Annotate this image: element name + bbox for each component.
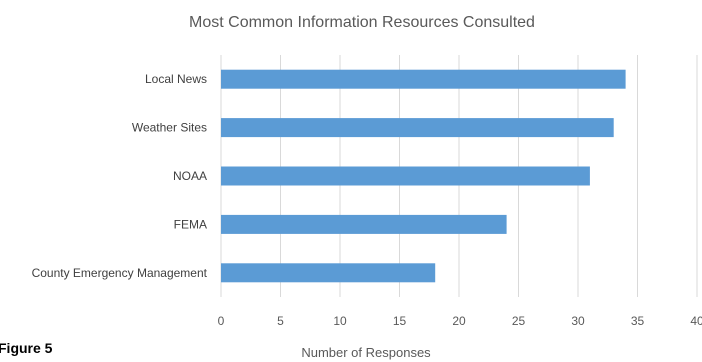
- chart-title: Most Common Information Resources Consul…: [189, 14, 535, 31]
- x-tick-label: 35: [631, 314, 645, 328]
- x-tick-labels: 0 5 10 15 20 25 30 35 40: [218, 314, 702, 328]
- x-tick-label: 30: [571, 314, 585, 328]
- x-tick-label: 25: [512, 314, 526, 328]
- bars: [221, 69, 626, 283]
- bar: [221, 69, 626, 89]
- x-tick-label: 15: [393, 314, 407, 328]
- category-label: Local News: [145, 72, 207, 86]
- bar: [221, 118, 614, 138]
- category-label: County Emergency Management: [32, 266, 208, 280]
- x-tick-label: 10: [333, 314, 347, 328]
- x-tick-label: 40: [690, 314, 702, 328]
- x-axis-title: Number of Responses: [301, 345, 431, 360]
- category-labels: Local News Weather Sites NOAA FEMA County Em…: [32, 72, 208, 280]
- bar: [221, 263, 436, 283]
- category-label: Weather Sites: [132, 121, 207, 135]
- category-label: NOAA: [173, 169, 207, 183]
- figure-label: Figure 5: [0, 340, 53, 356]
- bar: [221, 214, 507, 234]
- x-tick-label: 20: [452, 314, 466, 328]
- x-tick-label: 5: [277, 314, 284, 328]
- x-tick-label: 0: [218, 314, 225, 328]
- bar: [221, 166, 590, 186]
- category-label: FEMA: [174, 217, 207, 231]
